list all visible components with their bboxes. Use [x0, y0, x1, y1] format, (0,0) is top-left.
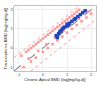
- svg-text:Chronic Apical BMD (log[mg/kg-: Chronic Apical BMD (log[mg/kg-d]): [24, 77, 86, 82]
- svg-text:0: 0: [10, 45, 13, 50]
- svg-text:-1: -1: [9, 65, 13, 70]
- svg-text:2: 2: [10, 7, 13, 12]
- svg-text:1: 1: [66, 72, 69, 77]
- svg-text:2: 2: [90, 72, 93, 77]
- svg-text:0: 0: [42, 72, 45, 77]
- svg-text:1: 1: [10, 26, 13, 31]
- svg-text:-1: -1: [17, 72, 21, 77]
- svg-text:Transcriptomic BMD (log[mg/kg-: Transcriptomic BMD (log[mg/kg-d]): [3, 7, 8, 70]
